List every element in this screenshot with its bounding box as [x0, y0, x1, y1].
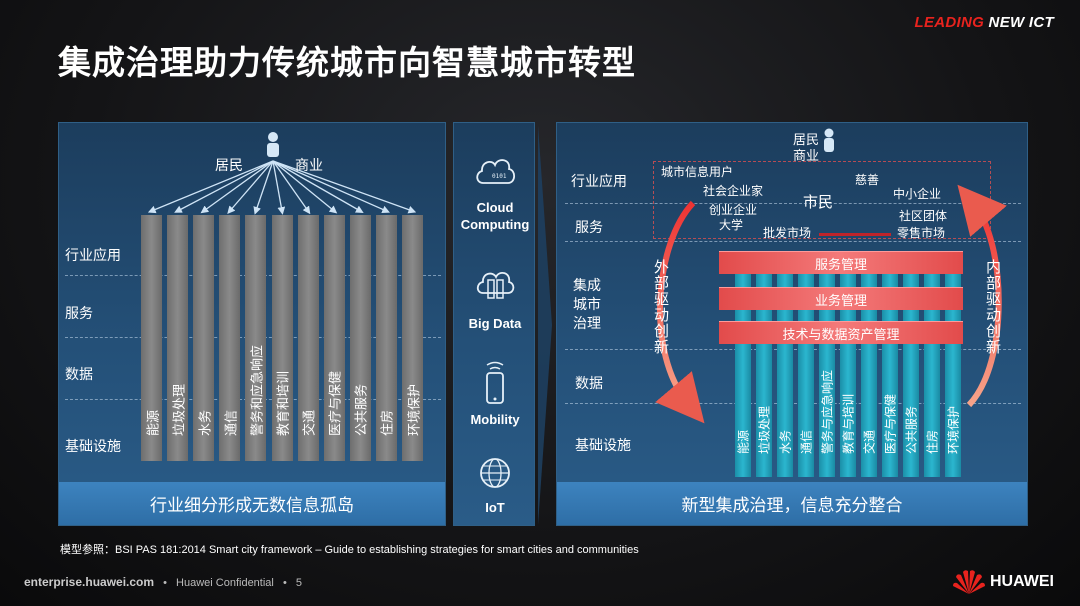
- row-label-data: 数据: [575, 376, 603, 392]
- citizen-type-label: 批发市场: [763, 226, 812, 240]
- flow-arrow: [200, 160, 274, 214]
- citizen-type-label: 中小企业: [893, 187, 942, 201]
- left-sector-column: 公共服务: [349, 215, 371, 461]
- flow-arrow: [147, 160, 274, 214]
- row-label-service: 服务: [65, 306, 93, 322]
- left-sector-label: 通信: [224, 409, 240, 436]
- innovation-cycle-arrows: [655, 184, 1007, 424]
- residents-label: 居民: [215, 158, 243, 174]
- person-icon: [824, 128, 834, 152]
- left-sector-column: 住房: [375, 215, 397, 461]
- row-label-infrastructure: 基础设施: [575, 438, 631, 454]
- citizen-type-label: 慈善: [855, 173, 880, 187]
- citizen-type-label: 城市信息用户: [661, 165, 734, 179]
- cloud-icon: 0101: [476, 159, 516, 184]
- citizen-type-label: 零售市场: [897, 226, 946, 240]
- left-sector-label: 环境保护: [407, 383, 422, 436]
- row-label-integrated-governance: 集成城市治理: [573, 278, 601, 332]
- big-data-label: Big Data: [468, 316, 522, 331]
- smart-city-panel: 居民 商业 城市信息用户 社会企业家 创业企业 大学 市民 慈善 中小企业 社区…: [556, 122, 1028, 526]
- left-sector-column: 垃圾处理: [167, 215, 189, 461]
- iot-label: IoT: [485, 500, 505, 515]
- left-sector-column: 通信: [219, 215, 241, 461]
- flow-arrow: [272, 160, 417, 214]
- row-label-industry-app: 行业应用: [65, 248, 121, 264]
- left-sector-label: 能源: [146, 409, 161, 436]
- flow-arrow: [272, 160, 286, 215]
- left-sector-label: 垃圾处理: [172, 383, 188, 436]
- globe-icon: [480, 458, 510, 488]
- business-label: 商业: [295, 158, 323, 174]
- left-sector-column: 警务和应急响应: [245, 215, 267, 461]
- flow-arrow: [272, 160, 311, 215]
- row-label-data: 数据: [65, 367, 93, 383]
- person-icon: [267, 132, 279, 157]
- page-number: 5: [295, 577, 302, 589]
- citizen-type-label: 社会企业家: [703, 184, 764, 198]
- svg-text:0101: 0101: [492, 173, 507, 180]
- band-service-management: 服务管理: [719, 251, 963, 274]
- citizen-type-label: 创业企业: [709, 203, 758, 217]
- left-sector-label: 警务和应急响应: [250, 344, 266, 436]
- flow-arrow: [227, 160, 274, 214]
- flow-arrow: [272, 160, 338, 214]
- cloud-computing-label: Cloud Computing: [460, 200, 530, 232]
- leading-new-ict-logo: LEADING NEW ICT: [914, 14, 1054, 31]
- huawei-flower-icon: [953, 570, 985, 594]
- mobile-icon: [486, 361, 504, 404]
- row-label-service: 服务: [575, 220, 603, 236]
- left-sector-label: 公共服务: [354, 383, 370, 436]
- row-label-infrastructure: 基础设施: [65, 439, 121, 455]
- slide-title: 集成治理助力传统城市向智慧城市转型: [58, 43, 636, 82]
- traditional-city-panel: 居民 商业 行业应用 服务 数据 基础设施 能源 垃圾处理 水务 通信 警务和应急响应教…: [58, 122, 446, 526]
- footer: enterprise.huawei.com • Huawei Confident…: [24, 575, 302, 589]
- left-sector-column: 水务: [193, 215, 215, 461]
- connector-line: [819, 233, 891, 236]
- left-sector-column: 环境保护: [402, 215, 423, 461]
- external-innovation-label: 外部驱动创新: [652, 259, 670, 355]
- left-sector-column: 能源: [141, 215, 162, 461]
- people-arrows: [147, 132, 417, 215]
- flow-arrow: [272, 160, 364, 213]
- citizen-type-label: 大学: [719, 218, 744, 232]
- left-sector-label: 教育和培训: [276, 370, 292, 436]
- footer-confidential: Huawei Confidential: [176, 577, 274, 589]
- left-bottom-caption: 行业细分形成无数信息孤岛: [59, 482, 445, 525]
- left-sector-column: 医疗与保健: [323, 215, 345, 461]
- flow-arrow: [253, 160, 274, 215]
- citizen-type-label: 市民: [803, 193, 834, 211]
- business-label: 商业: [793, 149, 820, 164]
- left-sector-column: 交通: [297, 215, 319, 461]
- left-sector-label: 交通: [302, 409, 318, 436]
- internal-innovation-label: 内部驱动创新: [984, 259, 1002, 355]
- band-business-management: 业务管理: [719, 287, 963, 310]
- huawei-logo: HUAWEI: [952, 568, 1054, 596]
- residents-label: 居民: [793, 133, 820, 148]
- left-sector-label: 水务: [198, 409, 214, 436]
- citizen-type-label: 社区团体: [899, 209, 948, 223]
- model-reference-note: 模型参照：BSI PAS 181:2014 Smart city framewo…: [60, 544, 639, 556]
- row-label-industry-app: 行业应用: [571, 174, 627, 190]
- left-sector-column: 教育和培训: [271, 215, 293, 461]
- transition-chevron: [538, 125, 552, 525]
- band-tech-data-asset-management: 技术与数据资产管理: [719, 321, 963, 344]
- ict-technologies-panel: 0101 Cloud Computing Big Data Mobility I…: [453, 122, 535, 526]
- mobility-label: Mobility: [470, 412, 520, 427]
- footer-site: enterprise.huawei.com: [24, 575, 155, 589]
- left-sector-label: 医疗与保健: [328, 370, 344, 436]
- flow-arrow: [174, 160, 274, 213]
- left-sector-label: 住房: [380, 409, 396, 436]
- database-icon: [476, 271, 515, 299]
- flow-arrow: [272, 160, 390, 213]
- right-bottom-caption: 新型集成治理，信息充分整合: [557, 482, 1027, 525]
